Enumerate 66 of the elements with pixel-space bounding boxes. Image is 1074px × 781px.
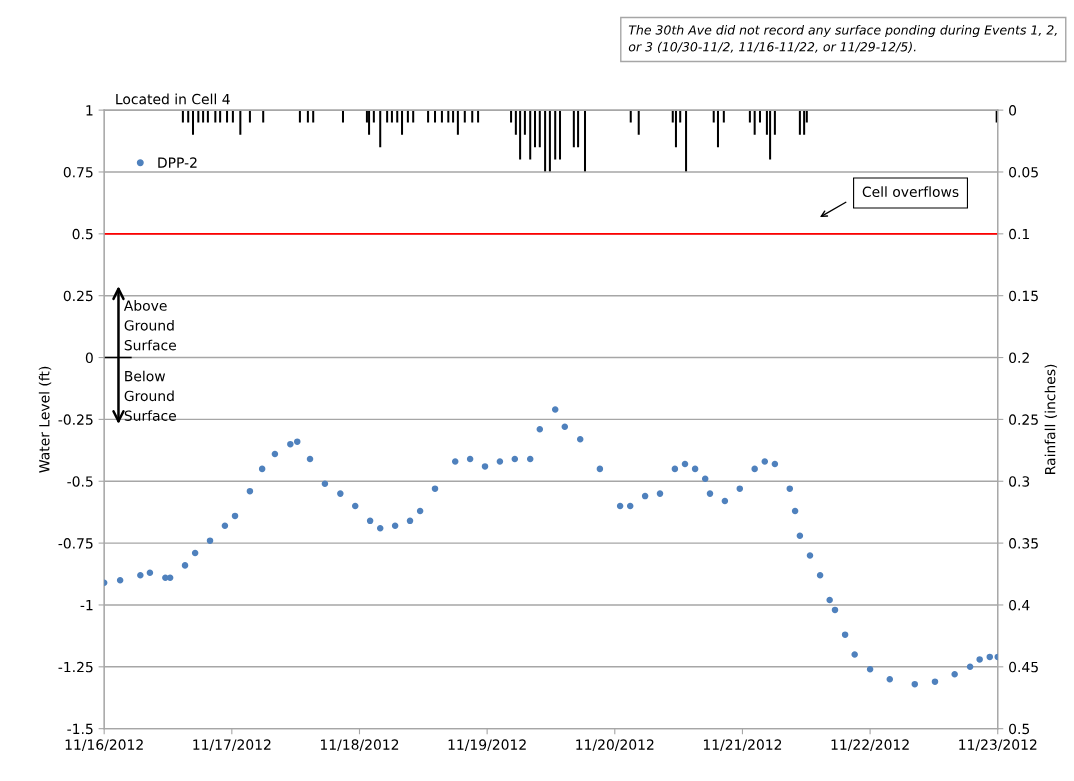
bar [674,110,677,148]
bar [798,110,801,135]
x-tick-label: 11/22/2012 [831,739,909,751]
bar [533,110,537,148]
y-tick-label: 0.25 [63,290,93,302]
bar [514,110,517,135]
bar [753,110,756,135]
bar [803,110,806,135]
y-tick-label: -1.25 [58,661,93,673]
y2-tick-label: 0.05 [1009,166,1038,178]
bar [379,110,382,148]
y-tick-label: -0.5 [67,476,93,487]
y-tick-label: 1 [86,105,93,116]
y2-tick-label: 0.5 [1009,723,1030,735]
y-axis-title: Water Level (ft) [38,366,52,473]
bar [773,110,776,135]
annotation: Below Ground Surface [124,370,177,421]
bar [577,110,580,148]
x-tick-label: 11/20/2012 [576,739,654,751]
bar [572,110,575,148]
bar [401,110,404,135]
bar [548,110,551,172]
bar [554,110,557,160]
y2-tick-label: 0.4 [1009,599,1030,611]
bar [368,110,371,135]
y2-tick-label: 0.25 [1009,414,1038,425]
y2-tick-label: 0.15 [1009,290,1038,302]
y2-tick-label: 0 [1009,105,1017,116]
y2-tick-label: 0.1 [1009,228,1029,240]
x-tick-label: 11/23/2012 [959,739,1037,751]
bar [716,110,719,148]
y-tick-label: -0.75 [58,538,93,549]
y-tick-label: -1.5 [67,723,93,735]
x-tick-label: 11/17/2012 [193,739,271,751]
annotation: Above Ground Surface [123,300,177,351]
bar [637,110,640,135]
y-tick-label: -1 [80,600,93,611]
bar [523,110,526,135]
bar [769,110,772,160]
bar [519,110,522,160]
bar [191,110,195,135]
bar [538,110,541,148]
text: Located in Cell 4 [116,93,230,105]
y2-tick-label: 0.2 [1009,352,1029,364]
x-tick-label: 11/18/2012 [320,739,399,751]
y-tick-label: 0 [85,352,93,364]
x-tick-label: 11/16/2012 [65,739,143,751]
bar [529,110,532,160]
ref-line-label: Cell overflows [862,186,959,198]
y2-tick-label: 0.3 [1009,476,1030,487]
y2-axis-title: Rainfall (inches) [1044,364,1058,474]
x-tick-label: 11/21/2012 [703,739,782,751]
bar [583,110,587,172]
legend-label: DPP-2 [158,157,197,168]
bar [239,110,242,135]
bar [544,110,547,172]
text: The 30th Ave did not record any surface ponding during Events 1, 2, or 3 (10/30-11/2, 11/16-11/22, or 11/29-12/5). [628,24,1057,53]
y-tick-label: 0.75 [63,166,93,178]
x-tick-label: 11/19/2012 [448,739,526,751]
y2-tick-label: 0.45 [1009,661,1038,673]
bar [685,110,688,172]
y-tick-label: 0.5 [72,228,93,240]
y-tick-label: -0.25 [58,414,93,425]
y2-tick-label: 0.35 [1009,538,1038,549]
bar [558,110,562,160]
bar [456,110,459,135]
